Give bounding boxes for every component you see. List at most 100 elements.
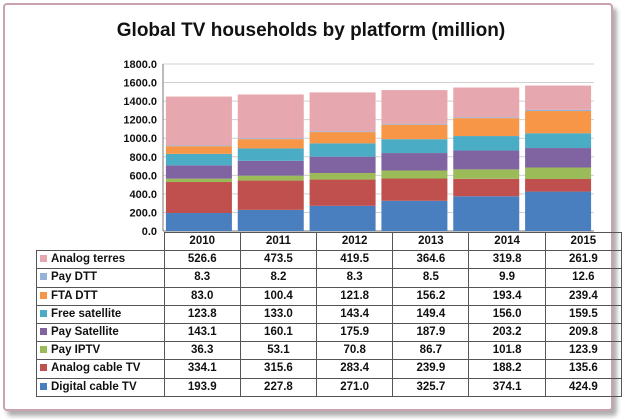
chart-title: Global TV households by platform (millio…: [116, 20, 506, 41]
table-cell: 203.2: [468, 322, 546, 343]
bar-segment-analog-terres-2013: [381, 90, 448, 124]
table-cell: 123.9: [544, 341, 622, 361]
table-cell: 53.1: [239, 341, 318, 361]
bar-segment-analog-terres-2010: [165, 96, 232, 146]
y-tick-label: 800.0: [129, 152, 157, 164]
bar-segment-pay-satellite-2015: [525, 148, 592, 168]
bar-segment-fta-dtt-2014: [453, 118, 520, 137]
table-cell: 473.5: [239, 250, 318, 270]
series-label: Free satellite: [36, 304, 165, 324]
table-row: Analog cable TV 334.1 315.6 283.4 239.9 188.2…: [36, 359, 622, 379]
table-row: Pay DTT 8.3 8.2 8.3 8.5 9.9 12.6: [36, 268, 622, 288]
table-cell: 86.7: [392, 341, 470, 361]
table-row: FTA DTT 83.0 100.4 121.8 156.2 193.4 239.4: [36, 286, 622, 306]
series-name: Free satellite: [51, 307, 122, 320]
table-cell: 193.9: [163, 377, 241, 397]
bar-segment-analog-cable-tv-2014: [453, 178, 520, 197]
legend-swatch: [40, 309, 47, 317]
bar-segment-pay-satellite-2013: [381, 153, 448, 171]
table-header-year: 2010: [163, 231, 241, 252]
table-cell: 8.5: [392, 268, 470, 288]
bar-segment-pay-satellite-2012: [309, 156, 376, 173]
series-name: Analog cable TV: [51, 362, 141, 375]
table-cell: 209.8: [544, 322, 622, 343]
bar-segment-fta-dtt-2011: [237, 139, 304, 149]
table-cell: 156.2: [392, 286, 470, 306]
table-cell: 143.4: [316, 304, 394, 324]
bar-segment-analog-terres-2014: [453, 87, 520, 118]
table-cell: 239.4: [544, 286, 622, 306]
bar-segment-free-satellite-2012: [309, 143, 376, 157]
bar-segment-pay-dtt-2014: [453, 117, 520, 119]
table-cell: 334.1: [163, 359, 241, 379]
table-header-year: 2013: [392, 231, 470, 252]
table-cell: 121.8: [316, 286, 394, 306]
bar-segment-free-satellite-2014: [453, 136, 520, 151]
series-name: Pay Satellite: [51, 326, 119, 339]
table-cell: 8.3: [316, 268, 394, 288]
bar-segment-pay-iptv-2011: [237, 175, 304, 181]
legend-swatch: [40, 328, 47, 336]
bar-segment-free-satellite-2010: [165, 153, 232, 166]
bar-segment-analog-cable-tv-2010: [165, 182, 232, 214]
legend-swatch: [40, 291, 47, 299]
bar-segment-digital-cable-tv-2014: [453, 196, 520, 231]
y-tick-label: 200.0: [129, 207, 157, 219]
data-table: 2010 2011 2012 2013 2014 2015 Analog terres 52…: [36, 231, 622, 397]
table-cell: 315.6: [239, 359, 318, 379]
table-cell: 160.1: [239, 322, 318, 343]
bar-segment-digital-cable-tv-2015: [525, 191, 592, 231]
bar-segment-pay-satellite-2011: [237, 160, 304, 176]
table-cell: 424.9: [544, 377, 622, 397]
bar-segment-analog-cable-tv-2015: [525, 178, 592, 192]
table-cell: 374.1: [468, 377, 546, 397]
series-label: Analog cable TV: [36, 359, 165, 379]
table-row: Digital cable TV 193.9 227.8 271.0 325.7 374.…: [36, 377, 622, 397]
legend-swatch: [40, 346, 47, 354]
bar-segment-digital-cable-tv-2011: [237, 209, 304, 231]
bar-segment-analog-cable-tv-2013: [381, 178, 448, 201]
table-cell: 156.0: [468, 304, 546, 324]
legend-swatch: [40, 382, 47, 390]
series-name: Pay IPTV: [51, 344, 101, 357]
series-name: Digital cable TV: [51, 380, 137, 393]
series-label: Analog terres: [36, 250, 165, 270]
series-label: Pay DTT: [36, 268, 165, 288]
table-cell: 100.4: [239, 286, 318, 306]
series-name: Pay DTT: [51, 271, 98, 284]
bar-segment-analog-cable-tv-2011: [237, 180, 304, 210]
y-tick-label: 600.0: [129, 170, 157, 182]
bar-segment-free-satellite-2011: [237, 148, 304, 161]
bar-segment-free-satellite-2015: [525, 133, 592, 149]
table-cell: 283.4: [316, 359, 394, 379]
bar-segment-fta-dtt-2010: [165, 146, 232, 154]
bar-segment-pay-satellite-2010: [165, 165, 232, 179]
bar-segment-pay-iptv-2015: [525, 167, 592, 179]
table-cell: 193.4: [468, 286, 546, 306]
legend-swatch: [40, 255, 47, 263]
series-name: FTA DTT: [51, 289, 98, 302]
bar-segment-pay-dtt-2015: [525, 109, 592, 112]
table-cell: 364.6: [392, 250, 470, 270]
table-header-year: 2012: [316, 231, 394, 252]
bar-segment-pay-iptv-2010: [165, 178, 232, 183]
y-tick-label: 1600.0: [123, 78, 157, 90]
y-tick-label: 1000.0: [123, 133, 157, 145]
table-cell: 70.8: [316, 341, 394, 361]
bar-segment-pay-dtt-2013: [381, 123, 448, 125]
bar-segment-digital-cable-tv-2013: [381, 200, 448, 231]
table-cell: 8.3: [163, 268, 241, 288]
legend-swatch: [40, 273, 47, 281]
y-tick-label: 1200.0: [123, 115, 157, 127]
table-cell: 261.9: [544, 250, 622, 270]
series-label: Pay IPTV: [36, 341, 165, 361]
bar-segment-pay-iptv-2013: [381, 170, 448, 179]
bar-segment-pay-dtt-2012: [309, 131, 376, 133]
table-cell: 143.1: [163, 322, 241, 343]
series-label: Digital cable TV: [36, 377, 165, 397]
y-tick-label: 1400.0: [123, 96, 157, 108]
bar-segment-free-satellite-2013: [381, 139, 448, 154]
bar-segment-pay-satellite-2014: [453, 150, 520, 170]
bar-segment-pay-dtt-2011: [237, 138, 304, 140]
